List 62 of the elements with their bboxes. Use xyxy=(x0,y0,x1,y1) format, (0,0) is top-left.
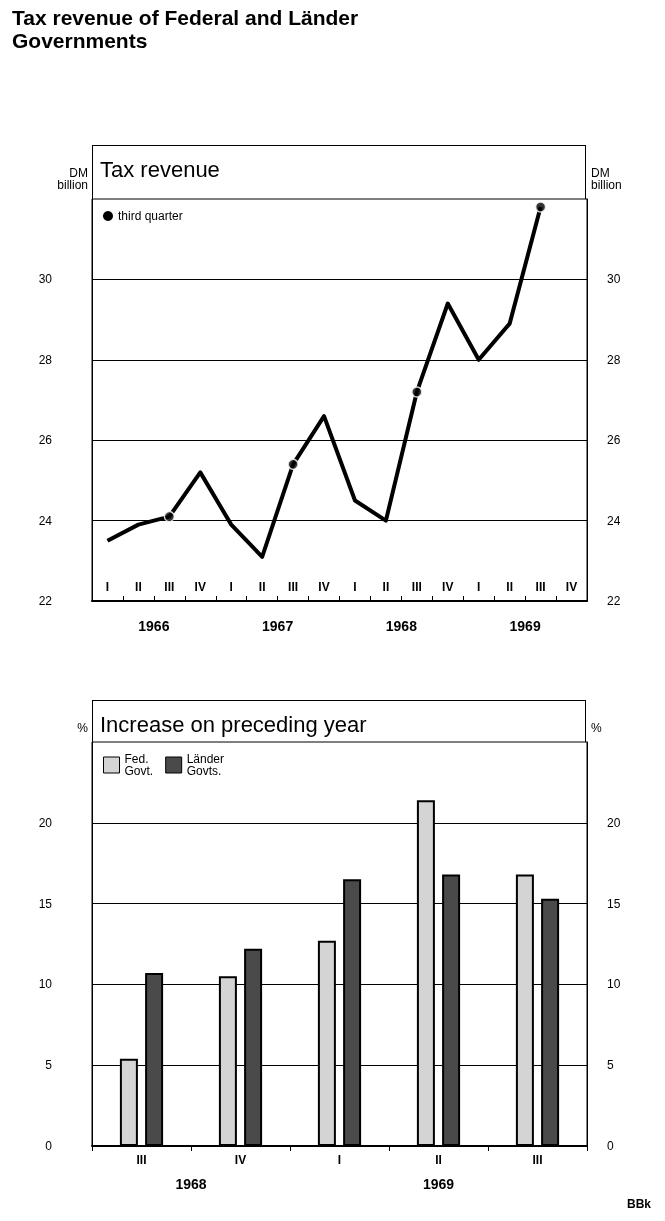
x-tick-label: III xyxy=(164,580,175,594)
point xyxy=(163,510,176,523)
text: 1969 xyxy=(508,618,542,634)
y2-tick-label: 10 xyxy=(607,977,621,992)
x-tick-label: IV xyxy=(234,1153,247,1167)
y-tick-label: 10 xyxy=(38,977,53,992)
x-tick-label: IV xyxy=(565,580,578,594)
y-tick-label: 0 xyxy=(45,1139,53,1153)
y-axis-title: DM billion xyxy=(57,166,88,192)
y-tick-label: 28 xyxy=(38,352,53,367)
x-tick-label: II xyxy=(258,580,266,594)
x-tick-label: II xyxy=(435,1153,442,1167)
x-tick-label: II xyxy=(506,580,513,594)
text: 1966 xyxy=(137,618,171,634)
x-tick-label: I xyxy=(105,580,110,594)
text: 1968 xyxy=(174,1176,208,1192)
x-tick-label: I xyxy=(477,580,481,594)
y-tick-label: 15 xyxy=(38,896,53,911)
y-tick-label: 26 xyxy=(38,433,53,448)
y-axis-title: % xyxy=(77,721,89,735)
text: 1968 xyxy=(384,618,418,634)
legend-label: third quarter xyxy=(118,209,183,223)
y-tick-label: 5 xyxy=(45,1058,53,1073)
y2-axis-title: DM billion xyxy=(591,166,622,192)
x-tick-label: II xyxy=(135,580,142,594)
y2-tick-label: 30 xyxy=(607,272,621,287)
x-tick-label: III xyxy=(136,1153,147,1167)
y2-tick-label: 24 xyxy=(607,513,621,528)
x-tick-label: IV xyxy=(194,580,206,594)
y-tick-label: 24 xyxy=(38,513,53,528)
y-tick-label: 30 xyxy=(38,272,53,287)
x-tick-label: III xyxy=(288,580,299,594)
x-tick-label: III xyxy=(535,580,546,594)
text: BBk xyxy=(626,1197,651,1211)
point xyxy=(534,201,547,213)
x-tick-label: I xyxy=(353,580,357,594)
x-tick-label: III xyxy=(411,580,422,594)
x-tick-label: IV xyxy=(442,580,454,594)
y2-tick-label: 5 xyxy=(607,1058,614,1073)
y-tick-label: 22 xyxy=(38,594,53,608)
x-tick-label: I xyxy=(337,1153,342,1167)
y2-tick-label: 0 xyxy=(607,1139,614,1153)
chart-title: Increase on preceding year xyxy=(100,712,367,738)
point xyxy=(411,386,423,398)
x-tick-label: I xyxy=(229,580,233,594)
y2-tick-label: 22 xyxy=(607,594,621,608)
legend-label: Fed. Govt. xyxy=(124,752,154,778)
x-tick-label: IV xyxy=(318,580,330,594)
text: 1967 xyxy=(261,618,295,634)
chart-title: Tax revenue of Federal and Länder Governments xyxy=(12,6,360,52)
text: 1969 xyxy=(421,1176,456,1192)
y2-tick-label: 20 xyxy=(607,815,621,830)
y2-tick-label: 15 xyxy=(607,896,621,911)
y2-tick-label: 26 xyxy=(607,433,621,448)
chart-subtitle: Tax revenue xyxy=(100,157,220,183)
y-tick-label: 20 xyxy=(38,815,53,830)
y2-axis-title: % xyxy=(591,721,602,735)
point xyxy=(287,458,299,471)
x-tick-label: III xyxy=(532,1153,543,1167)
x-tick-label: II xyxy=(382,580,390,594)
y2-tick-label: 28 xyxy=(607,352,621,367)
legend-label: Länder Govts. xyxy=(186,752,225,778)
